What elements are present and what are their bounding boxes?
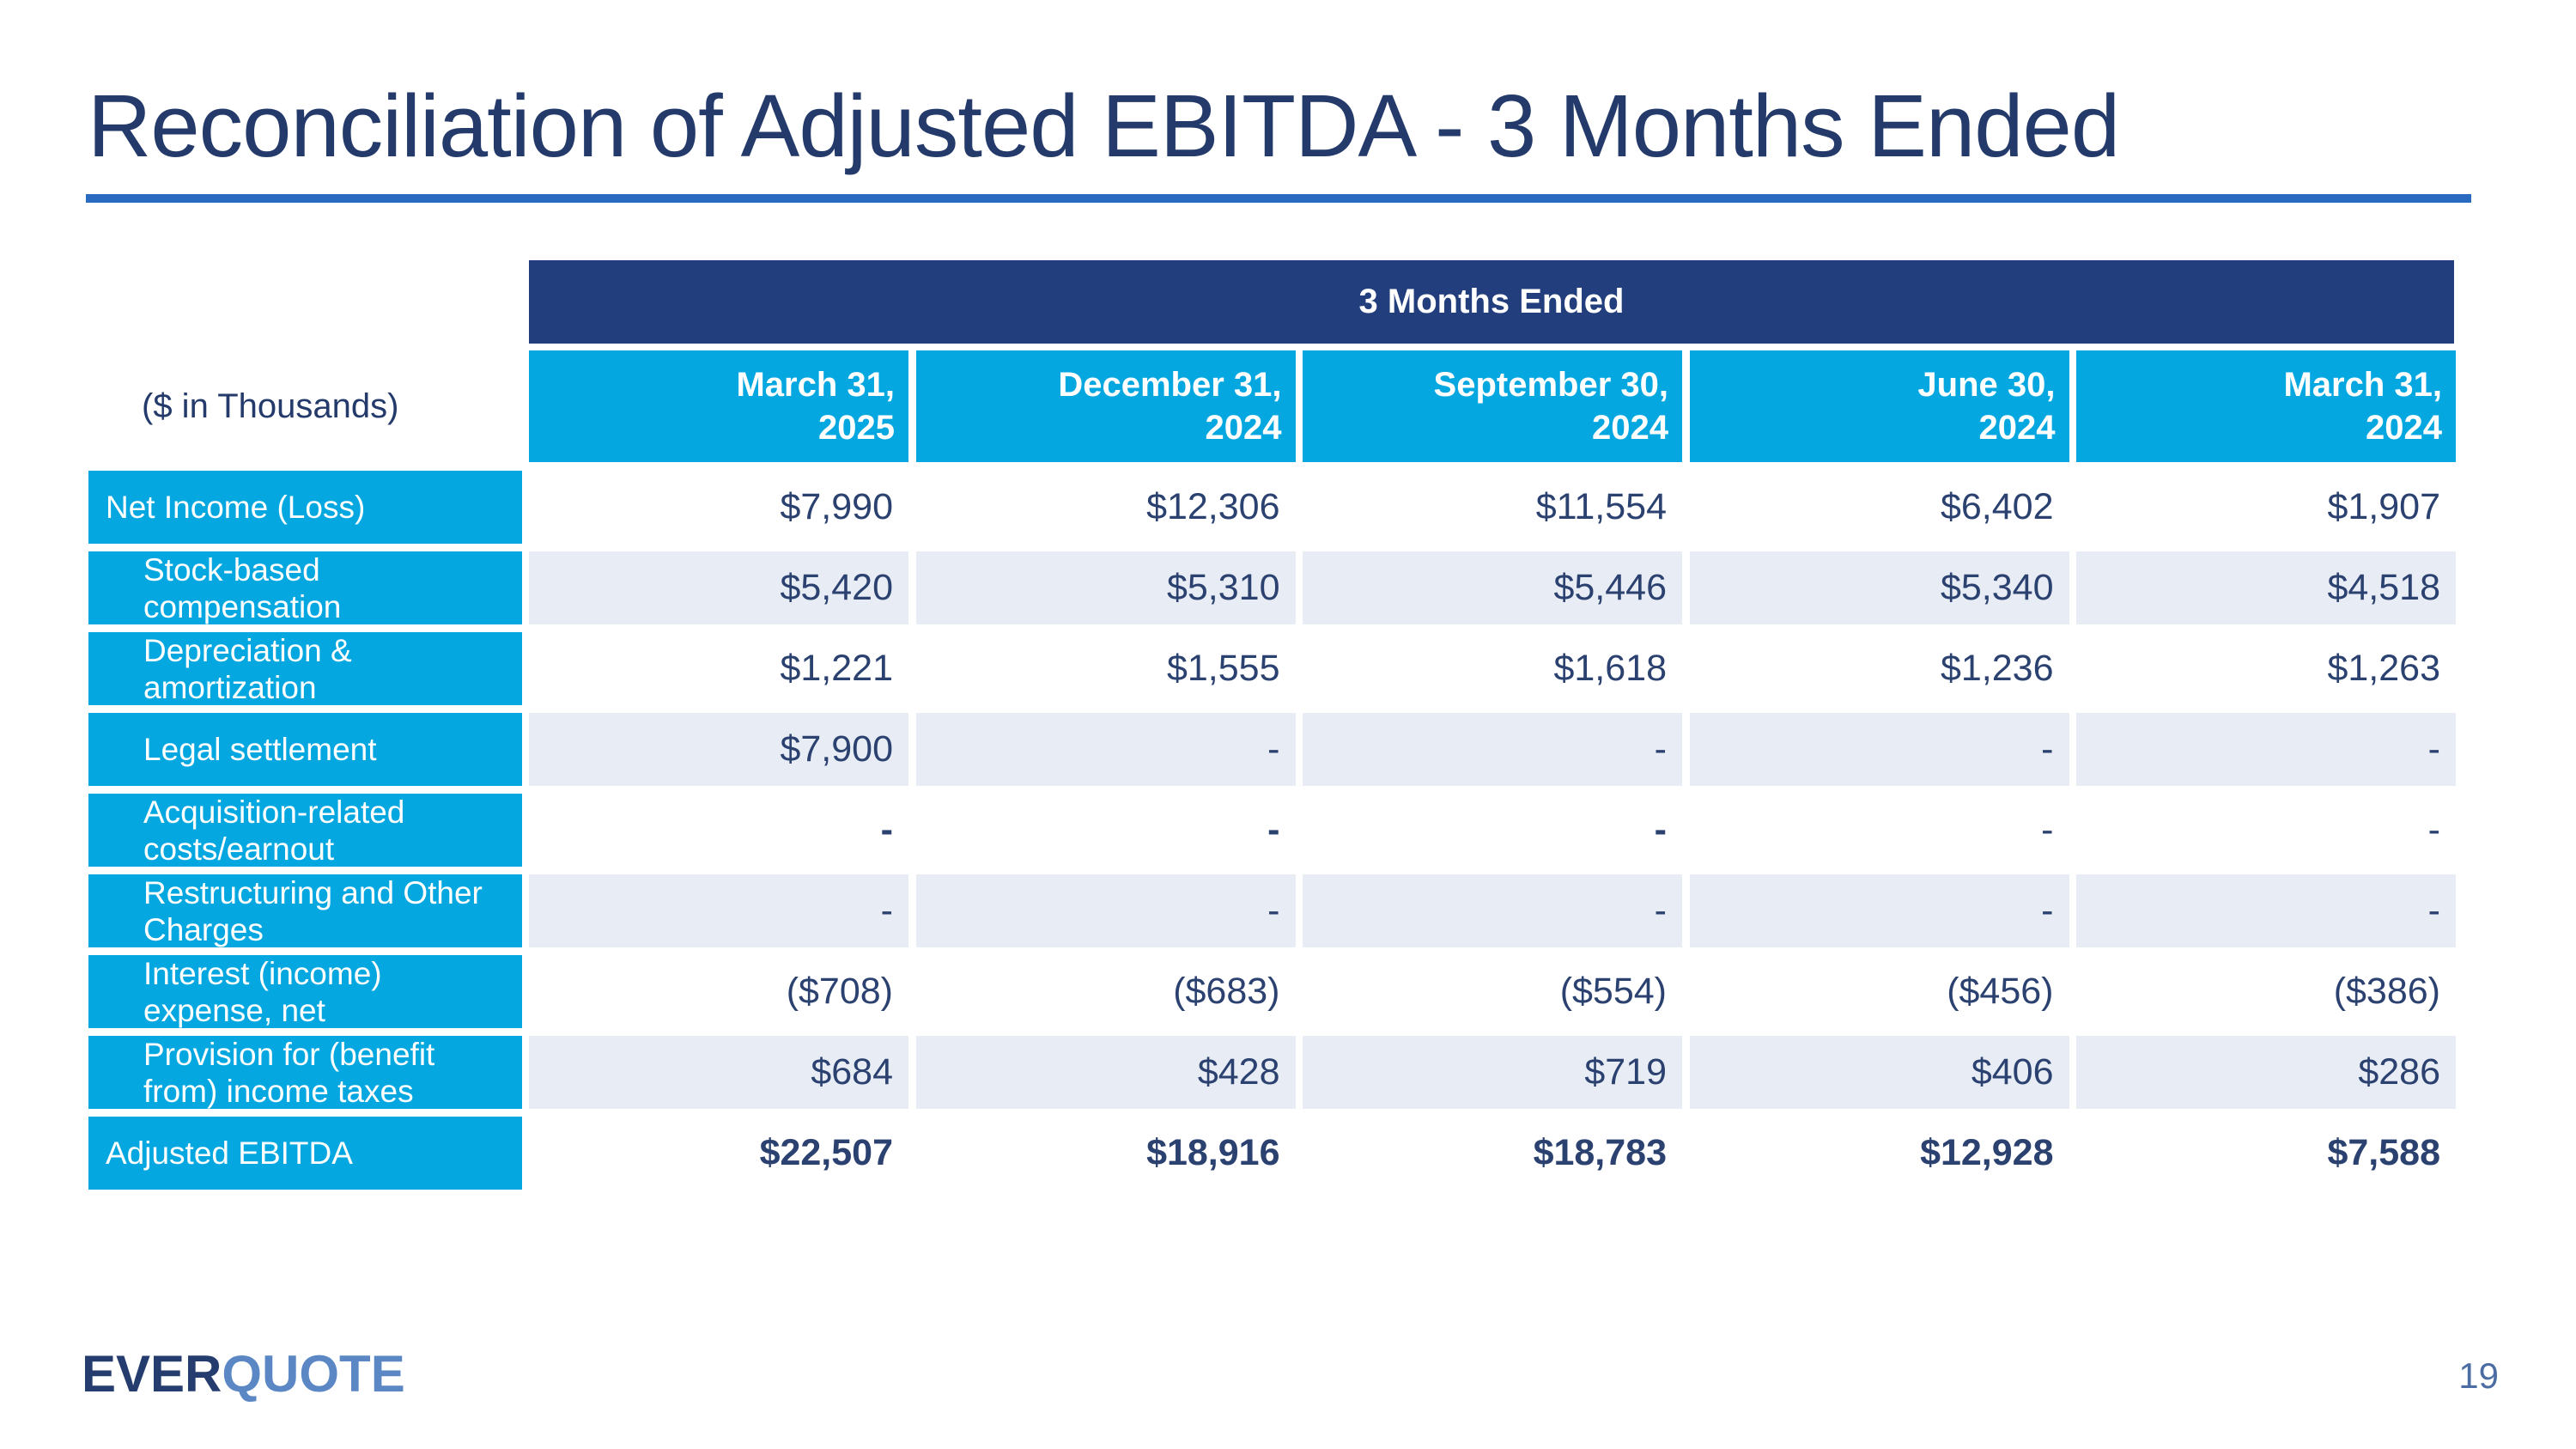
data-cell: -	[915, 794, 1296, 867]
units-label: ($ in Thousands)	[142, 387, 399, 425]
data-cell: -	[1689, 713, 2069, 786]
data-cell: -	[1689, 794, 2069, 867]
row-label: Stock-based compensation	[88, 551, 522, 624]
data-cell: -	[529, 794, 908, 867]
data-cell: $1,907	[2076, 471, 2456, 544]
row-label: Provision for (benefit from) income taxe…	[88, 1036, 522, 1109]
table-span-header: 3 Months Ended	[529, 260, 2454, 344]
data-cell: -	[915, 713, 1296, 786]
column-header: March 31, 2024	[2076, 350, 2456, 462]
page-title: Reconciliation of Adjusted EBITDA - 3 Mo…	[88, 76, 2120, 175]
data-cell: $5,310	[915, 551, 1296, 624]
data-cell: $7,588	[2076, 1117, 2456, 1190]
data-cell: ($683)	[915, 955, 1296, 1028]
data-cell: ($708)	[529, 955, 908, 1028]
row-label: Legal settlement	[88, 713, 522, 786]
data-cell: $7,990	[529, 471, 908, 544]
data-cell: -	[2076, 794, 2456, 867]
row-label: Adjusted EBITDA	[88, 1117, 522, 1190]
data-cell: $428	[915, 1036, 1296, 1109]
data-cell: $1,618	[1303, 632, 1682, 705]
data-cell: $1,555	[915, 632, 1296, 705]
logo-ever: EVER	[82, 1345, 222, 1403]
data-cell: $1,236	[1689, 632, 2069, 705]
column-header: December 31, 2024	[915, 350, 1296, 462]
data-cell: $12,306	[915, 471, 1296, 544]
data-cell: $12,928	[1689, 1117, 2069, 1190]
row-label: Restructuring and Other Charges	[88, 874, 522, 947]
everquote-logo: EVERQUOTE	[82, 1344, 405, 1403]
data-cell: -	[1689, 874, 2069, 947]
row-label: Depreciation & amortization	[88, 632, 522, 705]
data-cell: $1,221	[529, 632, 908, 705]
page-number: 19	[2458, 1355, 2499, 1396]
data-cell: ($554)	[1303, 955, 1682, 1028]
data-cell: -	[2076, 874, 2456, 947]
column-header: June 30, 2024	[1689, 350, 2069, 462]
data-cell: $5,420	[529, 551, 908, 624]
data-cell: $18,783	[1303, 1117, 1682, 1190]
data-cell: -	[915, 874, 1296, 947]
data-cell: $286	[2076, 1036, 2456, 1109]
data-cell: $18,916	[915, 1117, 1296, 1190]
data-cell: -	[1303, 713, 1682, 786]
data-cell: $719	[1303, 1036, 1682, 1109]
data-cell: $5,446	[1303, 551, 1682, 624]
data-cell: $4,518	[2076, 551, 2456, 624]
data-cell: $11,554	[1303, 471, 1682, 544]
row-label: Acquisition-related costs/earnout	[88, 794, 522, 867]
data-cell: ($456)	[1689, 955, 2069, 1028]
title-underline	[86, 194, 2471, 203]
data-cell: ($386)	[2076, 955, 2456, 1028]
data-cell: $5,340	[1689, 551, 2069, 624]
column-header: September 30, 2024	[1303, 350, 1682, 462]
data-cell: -	[1303, 874, 1682, 947]
data-cell: $22,507	[529, 1117, 908, 1190]
row-label: Net Income (Loss)	[88, 471, 522, 544]
data-cell: $684	[529, 1036, 908, 1109]
data-cell: -	[2076, 713, 2456, 786]
data-cell: -	[529, 874, 908, 947]
data-cell: $7,900	[529, 713, 908, 786]
data-cell: -	[1303, 794, 1682, 867]
data-cell: $6,402	[1689, 471, 2069, 544]
data-cell: $406	[1689, 1036, 2069, 1109]
column-header: March 31, 2025	[529, 350, 908, 462]
logo-quote: QUOTE	[222, 1345, 405, 1403]
data-cell: $1,263	[2076, 632, 2456, 705]
row-label: Interest (income) expense, net	[88, 955, 522, 1028]
